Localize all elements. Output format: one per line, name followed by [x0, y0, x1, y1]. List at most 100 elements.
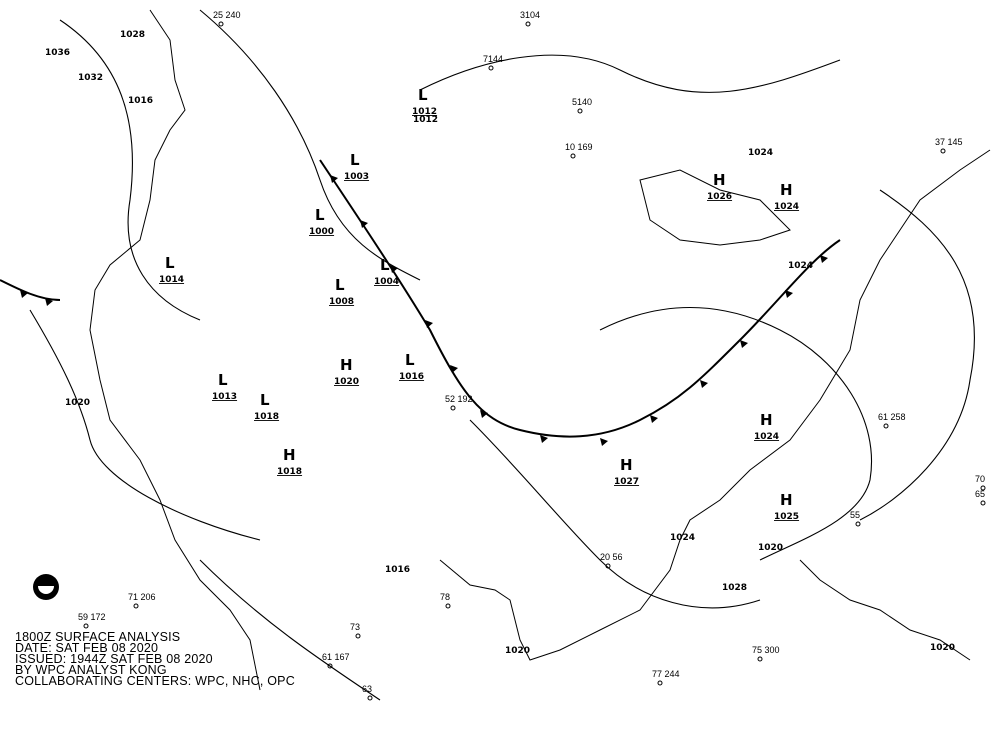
isobar-label: 1016 [385, 565, 410, 575]
pressure-center-h: H [283, 446, 296, 464]
isobar-label: 1024 [670, 533, 695, 543]
pressure-center-value: 1003 [344, 172, 369, 182]
station-plot: 77 244 [652, 669, 680, 679]
pressure-center-l: L [165, 254, 175, 272]
station-marker [855, 521, 861, 527]
pressure-center-l: L [418, 86, 428, 104]
pressure-center-h: H [760, 411, 773, 429]
pressure-centers: H 1024 H 1025 H 1026 H 1027 H 1024 H 1018 H 1020 L 1012… [159, 86, 799, 522]
station-marker [327, 663, 333, 669]
station-marker [218, 21, 224, 27]
station-marker [450, 405, 456, 411]
isobar-label: 1024 [788, 261, 813, 271]
cold-front-triangle [450, 365, 458, 373]
station-marker [657, 680, 663, 686]
pressure-center-value: 1027 [614, 477, 639, 487]
station-plot: 7144 [483, 54, 503, 64]
pressure-center-value: 1024 [774, 202, 799, 212]
isobars [29, 9, 975, 701]
station-marker [83, 623, 89, 629]
cold-front-triangle [20, 290, 28, 298]
isobar-labels: 1036 1032 1028 1016 1012 1024 1020 1016 1020 1024… [45, 30, 955, 656]
station-marker [355, 633, 361, 639]
pressure-center-h: H [780, 181, 793, 199]
station-marker [445, 603, 451, 609]
pressure-center-value: 1012 [412, 107, 437, 117]
station-plot: 37 145 [935, 137, 963, 147]
pressure-center-value: 1014 [159, 275, 184, 285]
station-plot: 55 [850, 510, 860, 520]
station-plot: 61 258 [878, 412, 906, 422]
cold-front-triangle [425, 320, 433, 328]
station-plot: 63 [362, 684, 372, 694]
pressure-center-l: L [218, 371, 228, 389]
pressure-center-value: 1025 [774, 512, 799, 522]
map-caption: 1800Z SURFACE ANALYSIS DATE: SAT FEB 08 … [15, 630, 295, 688]
front-barbs [20, 175, 828, 446]
station-marker [980, 485, 986, 491]
station-marker [570, 153, 576, 159]
cold-front-triangle [480, 410, 488, 418]
station-plot: 52 192 [445, 394, 473, 404]
pressure-center-value: 1008 [329, 297, 354, 307]
station-marker [577, 108, 583, 114]
pressure-center-value: 1024 [754, 432, 779, 442]
station-plot: 3104 [520, 10, 540, 20]
station-marker [940, 148, 946, 154]
station-plot: 71 206 [128, 592, 156, 602]
cold-front-triangle [820, 255, 828, 263]
isobar-label: 1028 [120, 30, 145, 40]
pressure-center-value: 1004 [374, 277, 399, 287]
station-marker [525, 21, 531, 27]
station-plot: 78 [440, 592, 450, 602]
caption-analyst: BY WPC ANALYST KONG [15, 663, 167, 677]
caption-title: 1800Z SURFACE ANALYSIS [15, 630, 181, 644]
pressure-center-value: 1020 [334, 377, 359, 387]
pressure-center-h: H [780, 491, 793, 509]
isobar-label: 1016 [128, 96, 153, 106]
pressure-center-value: 1018 [254, 412, 279, 422]
isobar-label: 1020 [758, 543, 783, 553]
station-marker [980, 500, 986, 506]
isobar-label: 1024 [748, 148, 773, 158]
station-marker [757, 656, 763, 662]
pressure-center-l: L [315, 206, 325, 224]
station-plot: 59 172 [78, 612, 106, 622]
pressure-center-l: L [380, 256, 390, 274]
pressure-center-h: H [713, 171, 726, 189]
pressure-center-l: L [405, 351, 415, 369]
station-plot: 10 169 [565, 142, 593, 152]
station-plot: 75 300 [752, 645, 780, 655]
cold-front-triangle [390, 265, 398, 273]
isobar-label: 1032 [78, 73, 103, 83]
station-plot: 25 240 [213, 10, 241, 20]
cold-front-triangle [650, 415, 658, 423]
station-plot: 5140 [572, 97, 592, 107]
isobar-label: 1036 [45, 48, 70, 58]
station-plot: 61 167 [322, 652, 350, 662]
noaa-logo [33, 574, 59, 600]
isobar-label: 1028 [722, 583, 747, 593]
pressure-center-l: L [260, 391, 270, 409]
isobar-label: 1020 [930, 643, 955, 653]
station-marker [605, 563, 611, 569]
caption-date: DATE: SAT FEB 08 2020 [15, 641, 159, 655]
pressure-center-l: L [350, 151, 360, 169]
cold-front-triangle [740, 340, 748, 348]
pressure-center-l: L [335, 276, 345, 294]
cold-front-triangle [785, 290, 793, 298]
isobar-label: 1020 [65, 398, 90, 408]
pressure-center-value: 1018 [277, 467, 302, 477]
cold-front-triangle [600, 438, 608, 446]
cold-front-triangle [540, 435, 548, 443]
station-marker [488, 65, 494, 71]
pressure-center-value: 1016 [399, 372, 424, 382]
caption-centers: COLLABORATING CENTERS: WPC, NHC, OPC [15, 674, 295, 688]
cold-front [0, 159, 841, 438]
cold-front-triangle [330, 175, 338, 183]
cold-front-triangle [700, 380, 708, 388]
pressure-center-value: 1000 [309, 227, 334, 237]
cold-front-triangle [45, 298, 53, 306]
station-plot: 70 [975, 474, 985, 484]
